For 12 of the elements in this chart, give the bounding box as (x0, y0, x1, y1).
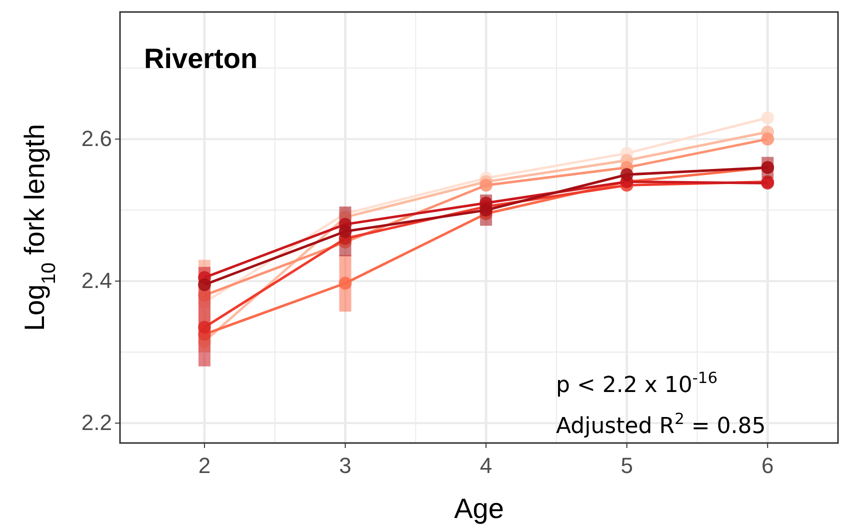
x-tick-label: 4 (480, 453, 492, 478)
x-tick-label: 3 (339, 453, 352, 478)
annotation: Adjusted R$^{2}$ = 0.85 (556, 410, 766, 439)
y-tick-label: 2.6 (81, 126, 112, 152)
annotation: p < 2.2 x 10$^{-16}$ (556, 369, 718, 398)
y-tick-label: 2.4 (81, 268, 112, 294)
y-tick-label: 2.2 (81, 410, 112, 436)
x-tick-label: 2 (198, 453, 211, 478)
text: Riverton (144, 43, 258, 74)
x-tick-label: 5 (620, 453, 633, 478)
x-tick-label: 6 (761, 453, 774, 478)
x-axis-title: Age (454, 493, 504, 524)
